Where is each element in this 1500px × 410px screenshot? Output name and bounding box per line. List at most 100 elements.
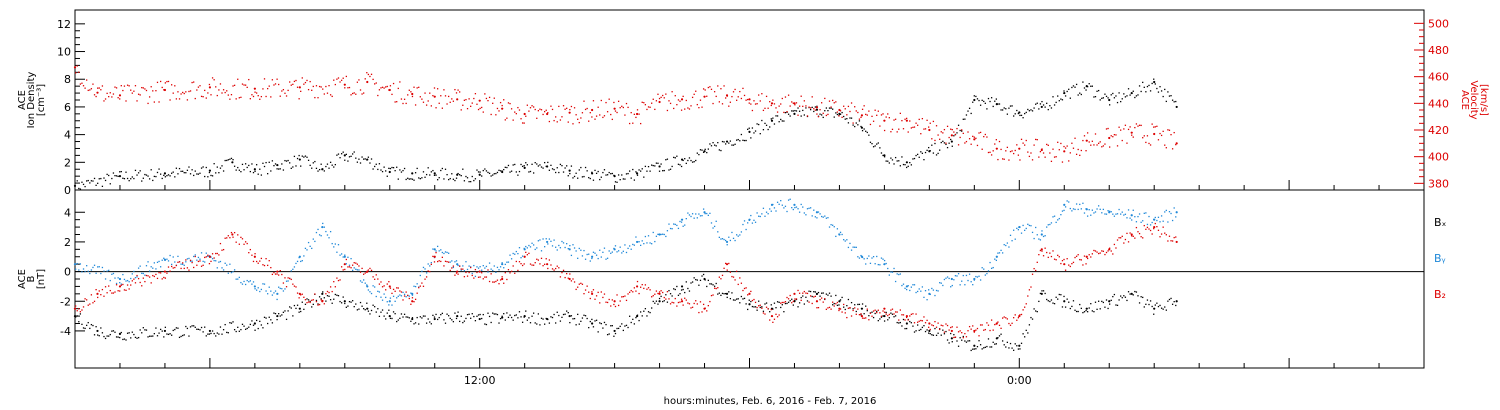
- scatter-point: [660, 290, 662, 292]
- data-point: [1153, 225, 1156, 229]
- scatter-point: [1129, 293, 1131, 295]
- scatter-point: [353, 151, 355, 153]
- scatter-point: [1075, 255, 1078, 257]
- scatter-point: [300, 165, 302, 167]
- scatter-point: [78, 71, 80, 73]
- scatter-point: [550, 316, 552, 318]
- scatter-point: [339, 81, 341, 83]
- scatter-point: [1120, 129, 1122, 131]
- scatter-point: [1160, 90, 1163, 92]
- scatter-point: [915, 330, 917, 332]
- scatter-point: [559, 320, 562, 322]
- scatter-point: [600, 291, 602, 293]
- scatter-point: [791, 302, 793, 304]
- scatter-point: [101, 185, 104, 188]
- scatter-point: [246, 279, 248, 282]
- scatter-point: [444, 168, 447, 170]
- legend-label: Bᵧ: [1434, 252, 1446, 265]
- scatter-point: [159, 328, 162, 331]
- scatter-point: [222, 269, 225, 271]
- scatter-point: [811, 215, 813, 217]
- scatter-point: [413, 179, 415, 181]
- scatter-point: [402, 291, 404, 294]
- scatter-point: [803, 114, 805, 116]
- right-y-tick-label: 460: [1428, 71, 1449, 84]
- scatter-point: [625, 324, 628, 327]
- scatter-point: [619, 107, 621, 109]
- scatter-point: [1017, 154, 1020, 156]
- scatter-point: [828, 292, 831, 294]
- scatter-point: [98, 290, 100, 292]
- data-point: [433, 255, 436, 258]
- scatter-point: [169, 270, 171, 272]
- scatter-point: [403, 167, 406, 170]
- data-point: [725, 292, 729, 295]
- scatter-point: [422, 266, 425, 269]
- scatter-point: [934, 294, 936, 297]
- scatter-point: [509, 171, 511, 173]
- scatter-point: [460, 268, 462, 270]
- data-point: [883, 263, 886, 266]
- scatter-point: [950, 138, 952, 141]
- scatter-point: [813, 209, 815, 211]
- scatter-point: [894, 315, 897, 317]
- scatter-point: [948, 142, 950, 144]
- scatter-point: [641, 283, 643, 286]
- scatter-point: [729, 101, 732, 103]
- right-y-tick-label: 480: [1428, 44, 1449, 57]
- scatter-point: [879, 312, 881, 314]
- scatter-point: [990, 319, 993, 321]
- scatter-point: [876, 312, 878, 314]
- scatter-point: [943, 333, 946, 335]
- scatter-point: [628, 315, 631, 317]
- scatter-point: [276, 168, 278, 170]
- scatter-point: [984, 133, 986, 136]
- scatter-point: [130, 89, 132, 91]
- scatter-point: [934, 327, 936, 330]
- scatter-point: [658, 97, 661, 100]
- scatter-point: [734, 88, 736, 91]
- scatter-point: [872, 120, 875, 122]
- scatter-point: [1035, 226, 1037, 229]
- scatter-point: [322, 88, 324, 90]
- scatter-point: [396, 297, 398, 299]
- scatter-point: [292, 283, 294, 285]
- scatter-point: [880, 114, 883, 116]
- scatter-point: [1165, 147, 1167, 149]
- scatter-point: [433, 316, 436, 318]
- scatter-point: [600, 99, 602, 102]
- scatter-point: [358, 308, 360, 310]
- scatter-point: [392, 82, 395, 85]
- scatter-point: [339, 254, 341, 256]
- data-point: [950, 277, 953, 281]
- scatter-point: [1131, 293, 1133, 295]
- scatter-point: [857, 256, 859, 258]
- scatter-point: [781, 120, 783, 122]
- scatter-point: [783, 311, 785, 313]
- scatter-point: [717, 231, 719, 233]
- scatter-point: [1020, 342, 1023, 344]
- scatter-point: [1137, 295, 1139, 297]
- scatter-point: [745, 303, 747, 305]
- scatter-point: [809, 108, 812, 111]
- scatter-point: [830, 106, 832, 108]
- scatter-point: [917, 124, 919, 126]
- scatter-point: [521, 321, 524, 323]
- scatter-point: [580, 166, 582, 169]
- scatter-point: [570, 254, 573, 257]
- scatter-point: [750, 300, 752, 303]
- scatter-point: [262, 88, 264, 90]
- scatter-point: [876, 143, 878, 145]
- scatter-point: [438, 102, 440, 104]
- scatter-point: [764, 303, 766, 305]
- scatter-point: [328, 295, 330, 297]
- scatter-point: [1151, 305, 1153, 308]
- scatter-point: [180, 267, 182, 270]
- scatter-point: [260, 174, 263, 176]
- scatter-point: [566, 243, 568, 245]
- scatter-point: [241, 83, 244, 85]
- scatter-point: [647, 235, 650, 237]
- scatter-point: [608, 250, 610, 252]
- scatter-point: [879, 147, 881, 149]
- scatter-point: [1132, 209, 1134, 211]
